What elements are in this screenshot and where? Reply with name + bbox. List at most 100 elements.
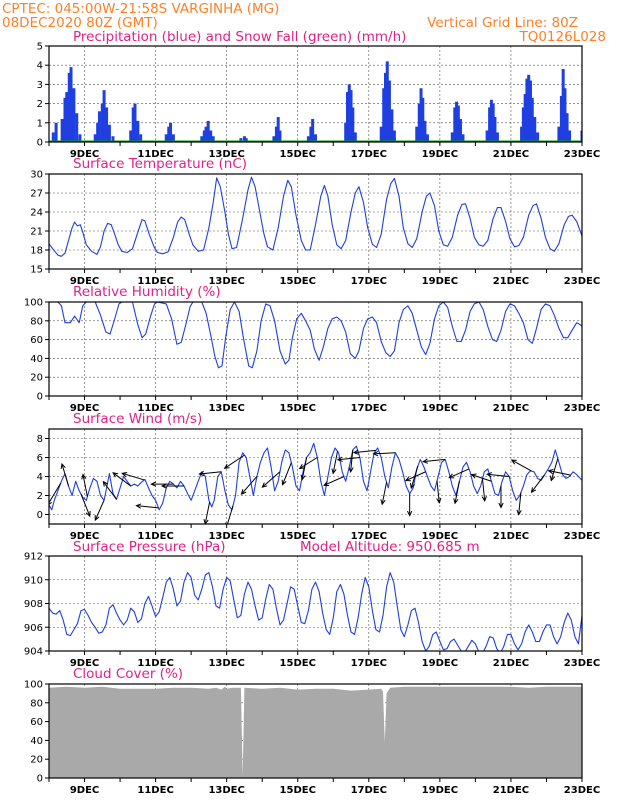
- precip-bar: [136, 120, 140, 142]
- plot-area: [49, 302, 582, 396]
- precip-bar: [65, 92, 69, 142]
- y-tick-label: 906: [24, 623, 43, 634]
- y-tick-label: 4: [37, 61, 43, 72]
- x-tick-label: 17DEC: [351, 785, 387, 796]
- x-tick-label: 19DEC: [422, 785, 458, 796]
- precip-bar: [102, 90, 106, 142]
- wind-arrow: [80, 493, 91, 517]
- precip-bar: [78, 134, 82, 142]
- wind-arrow: [454, 481, 460, 504]
- wind-arrow-head: [49, 501, 52, 505]
- y-tick-label: 100: [24, 298, 43, 309]
- y-tick-label: 6: [37, 453, 43, 464]
- x-tick-label: 15DEC: [280, 276, 316, 287]
- x-tick-label: 11DEC: [137, 785, 173, 796]
- precip-bar: [244, 138, 248, 142]
- x-tick-label: 23DEC: [564, 276, 600, 287]
- precip-bar: [97, 111, 101, 142]
- header-date: 08DEC2020 80Z (GMT): [2, 15, 158, 31]
- plot-area: [49, 46, 582, 142]
- precip-bar: [306, 136, 310, 142]
- precip-bar: [568, 130, 572, 142]
- wind-arrow: [49, 482, 62, 504]
- precip-bar: [314, 134, 317, 142]
- wind-arrow-head: [510, 459, 517, 465]
- precip-bar: [111, 136, 115, 142]
- y-tick-label: 0: [37, 392, 43, 403]
- x-tick-label: 9DEC: [70, 658, 99, 669]
- precip-bar: [423, 120, 427, 142]
- precip-bar: [206, 120, 210, 142]
- precip-bar: [242, 136, 246, 142]
- y-tick-label: 904: [24, 647, 43, 658]
- wind-arrow: [94, 500, 105, 521]
- precip-bar: [200, 136, 204, 142]
- precip-bar: [523, 94, 527, 142]
- wind-arrow-head: [281, 479, 287, 486]
- plot-area: [49, 684, 582, 778]
- wind-arrow: [282, 462, 292, 485]
- wind-arrow-head: [198, 470, 205, 477]
- cloud-cover-area: [49, 686, 582, 778]
- precip-bar: [105, 107, 109, 142]
- precip-bar: [421, 97, 425, 142]
- cloud-title: Cloud Cover (%): [73, 666, 183, 682]
- x-tick-label: 11DEC: [137, 531, 173, 542]
- precip-bar: [458, 118, 462, 142]
- precipitation-title: Precipitation (blue) and Snow Fall (gree…: [73, 29, 406, 45]
- wind-arrow-head: [261, 482, 268, 488]
- precip-bar: [347, 84, 351, 142]
- wind-arrow: [61, 463, 70, 487]
- precipitation-panel: Precipitation (blue) and Snow Fall (gree…: [37, 29, 601, 160]
- x-tick-label: 17DEC: [351, 658, 387, 669]
- x-tick-label: 13DEC: [208, 403, 244, 414]
- y-tick-label: 24: [30, 208, 43, 219]
- wind-arrow-head: [160, 483, 167, 489]
- precip-bar: [351, 107, 355, 142]
- plot-area: [49, 174, 582, 269]
- precip-bar: [75, 113, 79, 142]
- x-tick-label: 21DEC: [493, 785, 529, 796]
- pressure-panel: Surface Pressure (hPa) Model Altitude: 9…: [24, 539, 600, 669]
- wind-arrow: [337, 457, 360, 461]
- plot-area: [49, 429, 582, 524]
- precip-bar: [69, 67, 73, 142]
- pressure-title: Surface Pressure (hPa): [73, 539, 226, 555]
- wind-arrow: [487, 473, 510, 477]
- precip-bar: [390, 109, 394, 142]
- x-tick-label: 23DEC: [564, 658, 600, 669]
- wind-arrow-head: [448, 473, 455, 479]
- precip-bar: [525, 78, 529, 142]
- x-tick-label: 11DEC: [137, 276, 173, 287]
- y-tick-label: 18: [30, 246, 43, 257]
- series-line: [49, 442, 582, 511]
- x-tick-label: 13DEC: [208, 149, 244, 160]
- precip-bar: [311, 118, 315, 142]
- wind-arrow-head: [331, 468, 337, 475]
- precip-bar: [456, 105, 460, 142]
- x-tick-label: 19DEC: [422, 531, 458, 542]
- wind-arrow: [548, 470, 571, 476]
- precip-bar: [349, 90, 353, 142]
- precip-bar: [419, 88, 423, 142]
- x-tick-label: 15DEC: [280, 149, 316, 160]
- humidity-panel: Relative Humidity (%) 0 20 40 60 80 100 9DEC 11…: [24, 284, 600, 414]
- plot-frame: [48, 45, 583, 143]
- x-tick-label: 9DEC: [70, 785, 99, 796]
- precip-bar: [164, 134, 168, 142]
- wind-arrow-head: [240, 489, 247, 495]
- precip-bar: [493, 117, 497, 142]
- precip-bar: [133, 103, 137, 142]
- precip-bar: [100, 103, 104, 142]
- precip-bar: [107, 124, 111, 142]
- wind-arrow: [241, 476, 258, 495]
- precip-bar: [565, 113, 569, 142]
- precip-bar: [557, 126, 561, 142]
- y-tick-label: 20: [30, 373, 43, 384]
- precip-bar: [425, 134, 429, 142]
- x-tick-label: 9DEC: [70, 531, 99, 542]
- wind-arrow: [381, 482, 388, 505]
- model-altitude: Model Altitude: 950.685 m: [300, 539, 480, 555]
- x-tick-label: 21DEC: [493, 149, 529, 160]
- y-tick-label: 910: [24, 575, 43, 586]
